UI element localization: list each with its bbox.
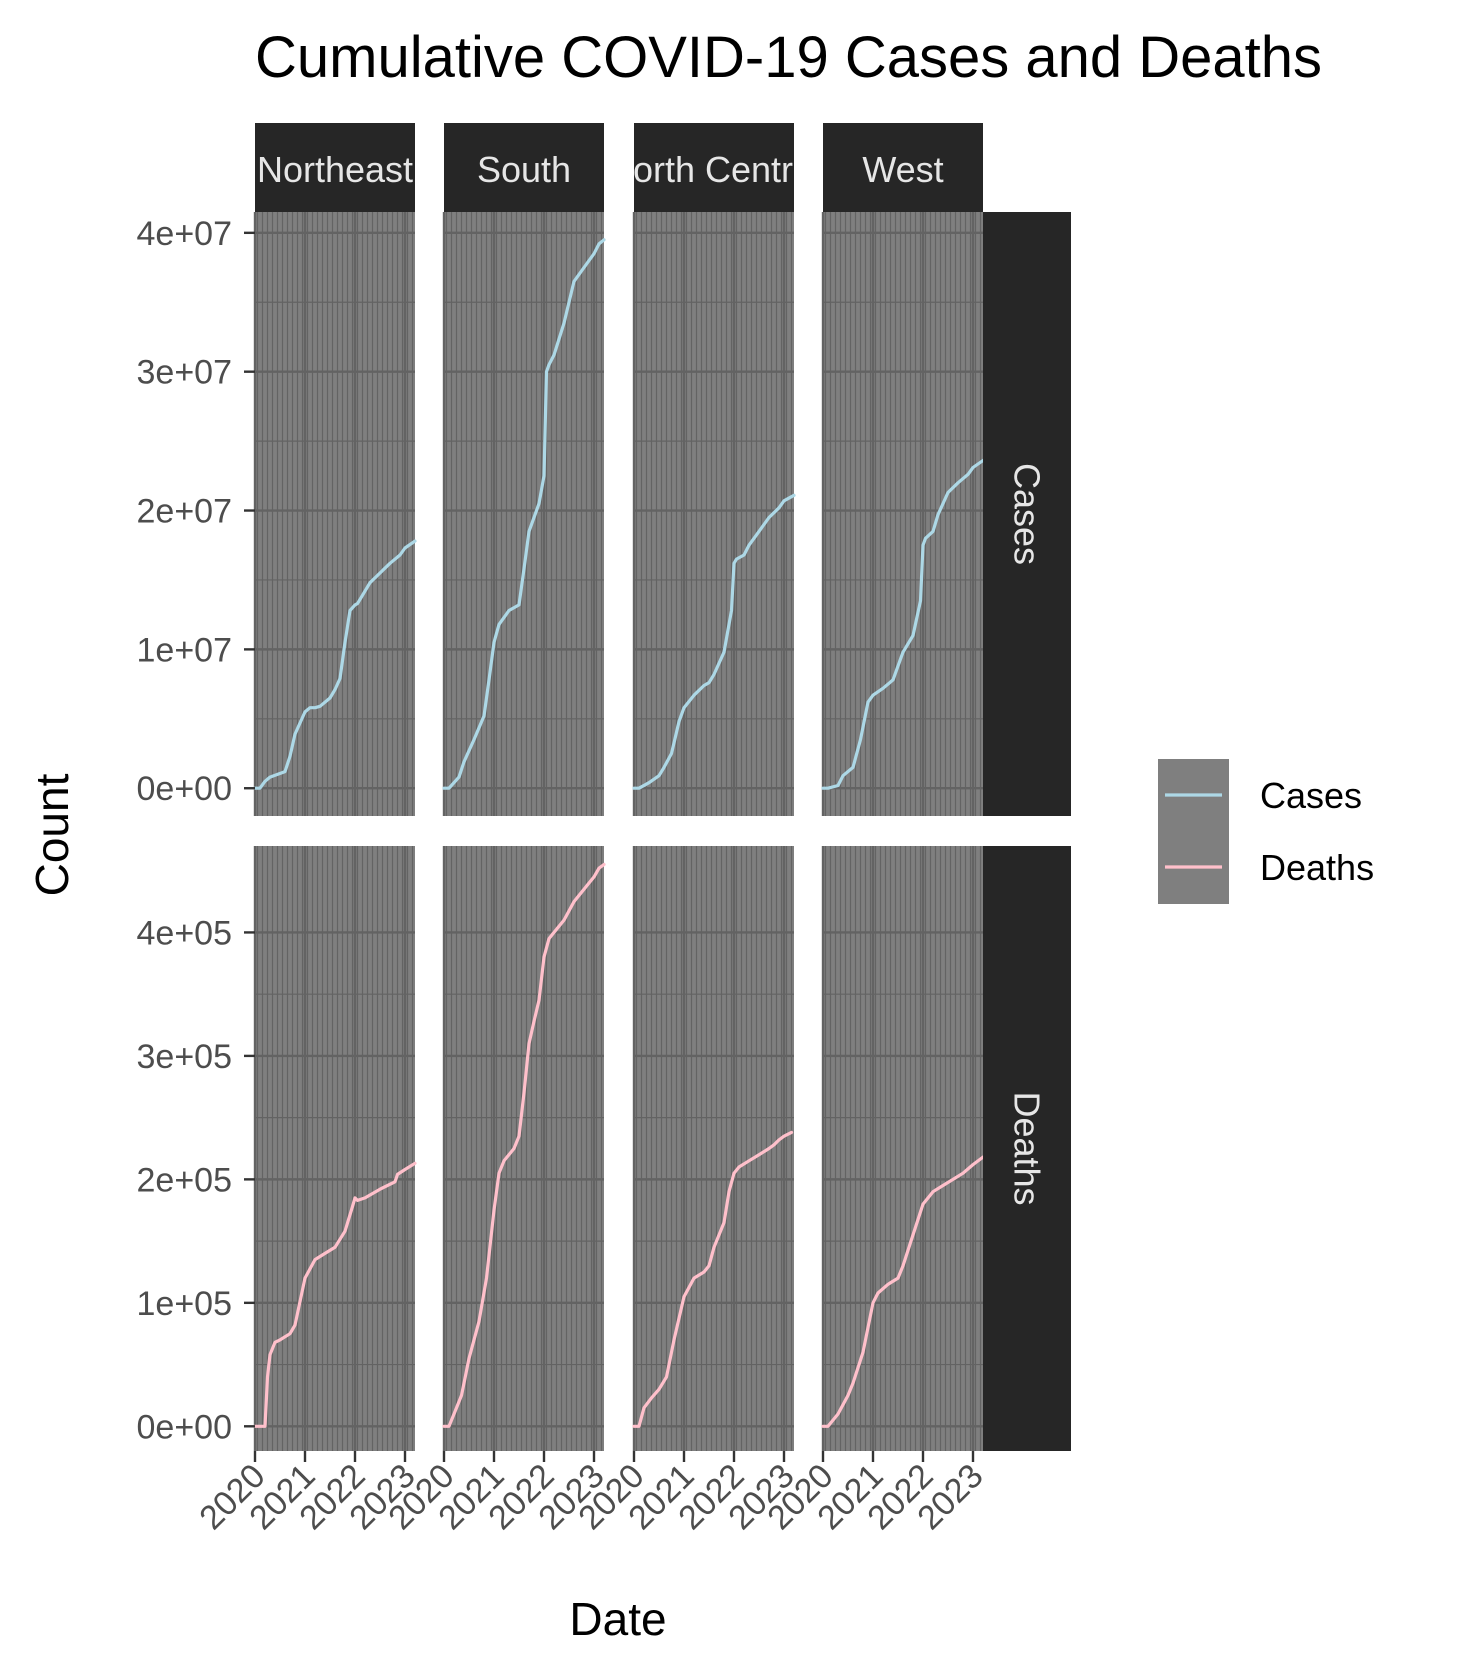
y-tick-label: 2e+05 xyxy=(137,1161,233,1199)
y-tick-label: 2e+07 xyxy=(137,493,233,531)
facet-strip-label: Deaths xyxy=(1007,1091,1048,1205)
panel-cases-1 xyxy=(442,212,606,816)
legend: Cases Deaths xyxy=(1158,759,1374,904)
series-line-deaths-3 xyxy=(821,1155,985,1428)
panel-background xyxy=(634,212,794,816)
panel-deaths-1 xyxy=(442,846,606,1451)
facet-strip-top xyxy=(823,123,983,212)
x-axis-title: Date xyxy=(569,1593,666,1645)
series-line-deaths-1 xyxy=(442,862,606,1428)
facet-strip-right xyxy=(983,212,1071,816)
series-line-cases-1 xyxy=(442,238,606,790)
series-line-cases-0 xyxy=(253,539,417,790)
panel-background xyxy=(823,212,983,816)
panel-background xyxy=(823,846,983,1451)
panel-cases-2 xyxy=(632,212,796,816)
facet-strip-right xyxy=(983,846,1071,1451)
series-line-deaths-0 xyxy=(253,1161,417,1428)
panel-background xyxy=(444,212,604,816)
y-tick-label: 4e+05 xyxy=(137,914,233,952)
panel-deaths-3 xyxy=(821,846,985,1451)
panel-background xyxy=(255,846,415,1451)
y-tick-label: 1e+07 xyxy=(137,631,233,669)
facet-strip-top xyxy=(444,123,604,212)
panel-deaths-0 xyxy=(253,846,417,1451)
legend-label: Cases xyxy=(1260,775,1362,816)
panel-deaths-2 xyxy=(632,846,794,1451)
facet-strip-label: North Central xyxy=(607,149,821,190)
panel-cases-3 xyxy=(821,212,985,816)
y-axis: 0e+00 1e+07 2e+07 3e+07 4e+07 0e+00 1e+05 2e+05… xyxy=(137,215,255,1446)
legend-key-background xyxy=(1158,759,1229,904)
facet-strip-label: South xyxy=(477,149,571,190)
chart-title: Cumulative COVID-19 Cases and Deaths xyxy=(255,25,1322,90)
y-tick-label: 3e+07 xyxy=(137,354,233,392)
y-axis-title: Count xyxy=(26,773,78,896)
series-line-cases-3 xyxy=(821,458,985,790)
facet-strip-label: Cases xyxy=(1007,463,1048,565)
series-line-cases-2 xyxy=(632,493,796,790)
y-tick-label: 1e+05 xyxy=(137,1285,233,1323)
panel-cases-0 xyxy=(253,212,417,816)
facet-strip-label: West xyxy=(862,149,943,190)
y-tick-label: 4e+07 xyxy=(137,215,233,253)
facet-panels xyxy=(253,212,985,1451)
series-line-deaths-2 xyxy=(632,1130,794,1428)
facet-strip-label: Northeast xyxy=(257,149,413,190)
facet-strips: Northeast South North Central West Cases Deat… xyxy=(255,123,1071,1451)
x-axis: 2020202120222023202020212022202320202021… xyxy=(192,1451,991,1537)
y-tick-label: 0e+00 xyxy=(137,770,233,808)
y-tick-label: 0e+00 xyxy=(137,1408,233,1446)
legend-label: Deaths xyxy=(1260,847,1374,888)
facet-strip-top xyxy=(634,123,794,212)
y-tick-label: 3e+05 xyxy=(137,1038,233,1076)
facet-strip-top xyxy=(255,123,415,212)
panel-background xyxy=(255,212,415,816)
